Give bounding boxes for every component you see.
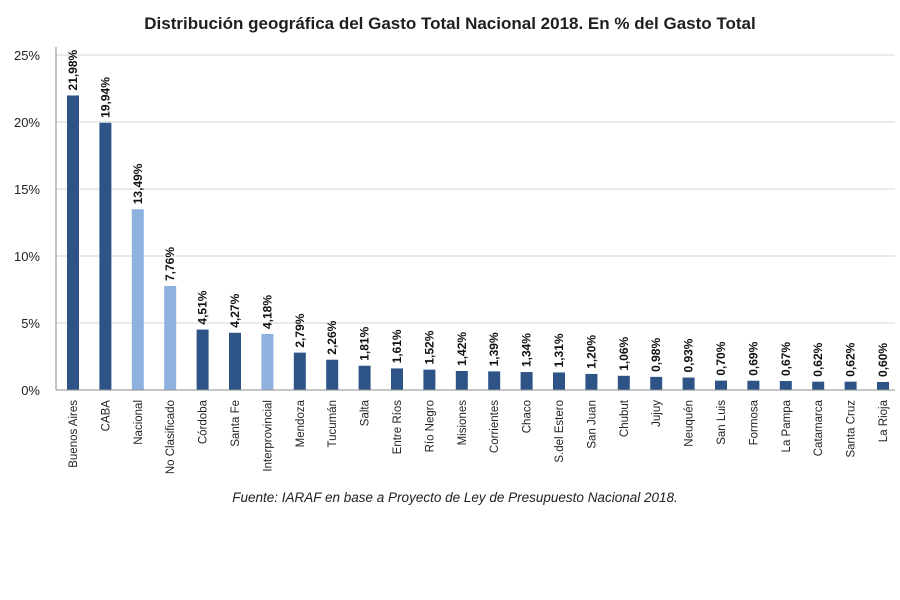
x-tick-label: Jujuy [651, 400, 663, 427]
bar [553, 372, 565, 390]
x-tick-label: Buenos Aires [68, 400, 80, 468]
value-label: 19,94% [98, 77, 112, 118]
value-label: 0,67% [779, 342, 793, 376]
x-tick-label: Tucumán [327, 400, 339, 448]
value-label: 4,27% [228, 293, 242, 327]
bar [812, 381, 825, 390]
y-tick-label: 0% [21, 383, 40, 398]
y-tick-labels: 0% 5% 10% 15% 20% 25% [14, 48, 40, 398]
value-label: 7,76% [163, 247, 177, 281]
value-label: 13,49% [131, 163, 145, 204]
x-tick-label: Entre Ríos [392, 400, 404, 455]
value-label: 1,42% [455, 332, 469, 366]
bar [682, 377, 695, 390]
bar [326, 359, 339, 390]
bar [779, 381, 792, 390]
bar [229, 332, 241, 390]
bar [293, 352, 306, 390]
bar [455, 370, 468, 390]
bars [67, 95, 889, 390]
bar [164, 286, 177, 390]
value-label: 0,98% [649, 338, 663, 372]
value-label: 0,60% [876, 343, 890, 377]
value-label: 1,81% [358, 326, 372, 360]
x-tick-label: Interprovincial [262, 400, 274, 472]
bar [877, 381, 889, 390]
x-tick-label: Formosa [748, 399, 760, 445]
value-label: 0,62% [844, 342, 858, 376]
y-tick-label: 5% [21, 316, 40, 331]
bar [488, 371, 501, 390]
x-tick-label: San Juan [586, 400, 598, 449]
bar [520, 372, 533, 390]
value-label: 4,18% [260, 295, 274, 329]
y-tick-label: 15% [14, 182, 40, 197]
axes [55, 47, 895, 391]
bar [131, 209, 144, 390]
bar [99, 122, 112, 390]
value-label: 1,61% [390, 329, 404, 363]
x-tick-label: Misiones [457, 400, 469, 446]
x-tick-label: S.del Estero [554, 400, 566, 463]
value-label: 0,93% [682, 338, 696, 372]
value-label: 1,20% [584, 335, 598, 369]
y-tick-label: 20% [14, 115, 40, 130]
bar [650, 376, 663, 390]
x-tick-label: Santa Cruz [846, 400, 858, 458]
x-tick-label: Salta [360, 399, 372, 426]
value-labels: 21,98% 19,94% 13,49% 7,76% 4,51% 4,27% 4,18% 2,… [66, 49, 890, 377]
bar [423, 369, 436, 390]
x-tick-label: Santa Fe [230, 400, 242, 447]
value-label: 0,70% [714, 341, 728, 375]
y-tick-label: 25% [14, 48, 40, 63]
value-label: 1,34% [520, 333, 534, 367]
bar [617, 375, 630, 390]
bar [715, 380, 727, 390]
bar [747, 380, 760, 390]
x-tick-labels: Buenos Aires CABA Nacional No Clasificado Có… [68, 399, 890, 474]
bar [196, 329, 209, 390]
value-label: 21,98% [66, 49, 80, 90]
value-label: 0,69% [746, 341, 760, 375]
gridlines [56, 54, 895, 324]
chart-title: Distribución geográfica del Gasto Total … [144, 14, 756, 33]
x-tick-label: La Pampa [781, 399, 793, 452]
value-label: 1,39% [487, 332, 501, 366]
x-tick-label: Neuquén [684, 400, 696, 447]
bar [585, 373, 598, 390]
value-label: 1,52% [422, 330, 436, 364]
value-label: 2,26% [325, 320, 339, 354]
value-label: 1,06% [617, 336, 631, 370]
bar [358, 365, 371, 390]
value-label: 4,51% [196, 290, 210, 324]
x-tick-label: Córdoba [198, 399, 210, 444]
bar [844, 381, 857, 390]
bar [391, 368, 403, 390]
bar [67, 95, 79, 390]
source-note: Fuente: IARAF en base a Proyecto de Ley … [232, 490, 678, 505]
bar [261, 333, 274, 390]
x-tick-label: La Rioja [878, 399, 890, 442]
x-tick-label: Nacional [133, 400, 145, 445]
x-tick-label: CABA [100, 400, 112, 432]
x-tick-label: Catamarca [813, 399, 825, 456]
x-tick-label: No Clasificado [165, 400, 177, 474]
x-tick-label: Chubut [619, 399, 631, 437]
x-tick-label: San Luis [716, 400, 728, 445]
value-label: 1,31% [552, 333, 566, 367]
value-label: 2,79% [293, 313, 307, 347]
x-tick-label: Mendoza [295, 399, 307, 447]
x-tick-label: Río Negro [424, 400, 436, 452]
value-label: 0,62% [811, 342, 825, 376]
x-tick-label: Corrientes [489, 400, 501, 453]
y-tick-label: 10% [14, 249, 40, 264]
x-tick-label: Chaco [522, 400, 534, 433]
